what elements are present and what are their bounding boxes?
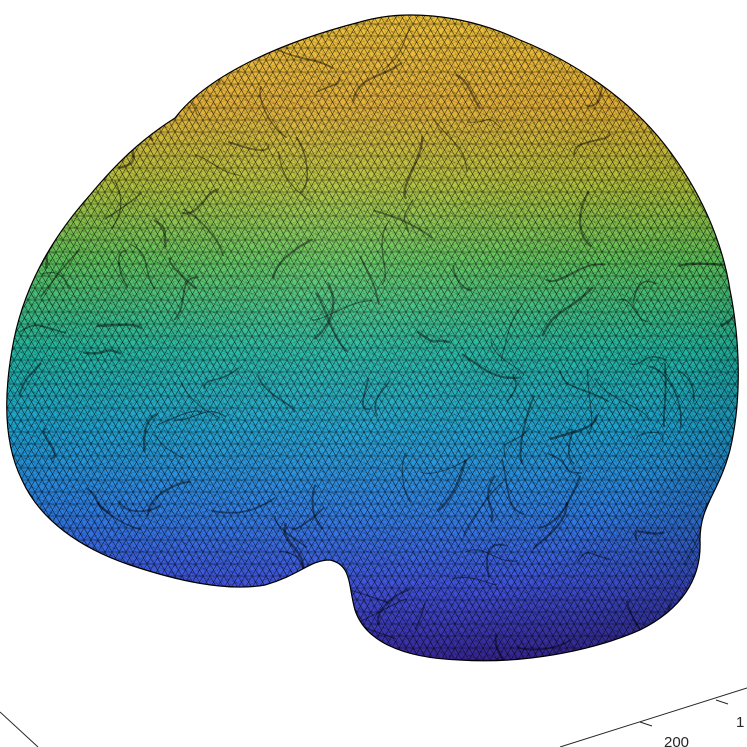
gyrus-fold	[6, 525, 32, 533]
axis-line-left	[0, 711, 39, 747]
gyrus-fold	[218, 604, 268, 647]
gyrus-fold	[38, 146, 76, 157]
gyrus-fold	[6, 227, 35, 239]
gyrus-fold	[6, 249, 26, 273]
gyrus-fold	[339, 588, 354, 628]
gyrus-fold	[656, 85, 668, 131]
gyrus-fold	[186, 38, 237, 60]
gyrus-fold	[706, 543, 723, 568]
gyrus-fold	[294, 23, 330, 34]
gyrus-fold	[717, 161, 729, 191]
tick-mark-200	[639, 721, 653, 727]
gyrus-fold	[622, 26, 649, 41]
tick-label-200: 200	[664, 734, 689, 747]
axis-line-right	[559, 687, 747, 747]
gyrus-fold	[703, 169, 739, 200]
gyrus-fold	[155, 588, 180, 605]
axes: 200 1	[0, 687, 747, 747]
gyrus-fold	[13, 174, 61, 188]
gyrus-fold	[72, 85, 107, 102]
tick-mark-1	[715, 699, 729, 705]
gyrus-fold	[78, 94, 110, 117]
gyrus-fold	[49, 594, 107, 605]
gyrus-fold	[678, 20, 697, 58]
gyrus-fold	[182, 620, 194, 654]
gyrus-fold	[258, 592, 276, 634]
gyrus-fold	[560, 650, 603, 661]
gyrus-fold	[512, 15, 533, 38]
gyrus-fold	[213, 15, 223, 21]
tick-label-1: 1	[736, 714, 744, 731]
gyrus-fold	[78, 41, 144, 59]
gyrus-fold	[120, 112, 154, 142]
